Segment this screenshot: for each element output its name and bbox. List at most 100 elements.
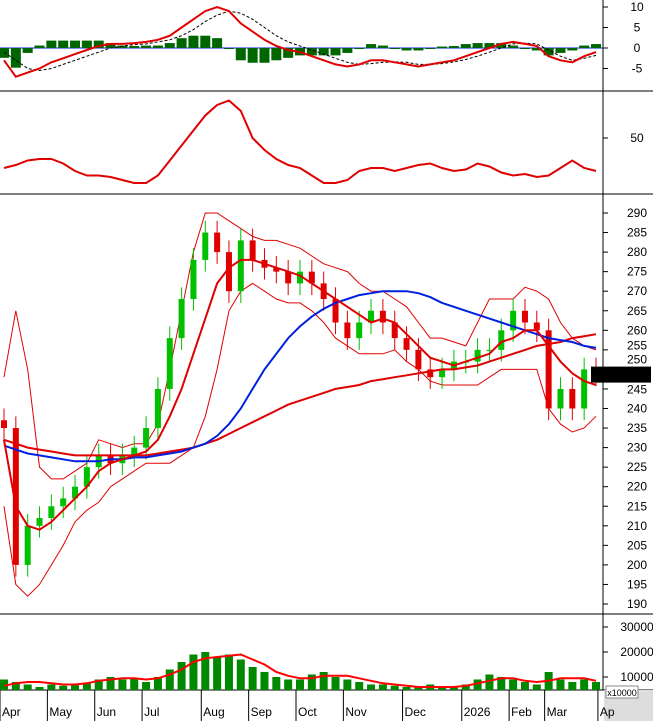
month-label: Apr [2,705,21,719]
rsi-panel: 50 [3,99,644,184]
volume-bar [509,679,518,690]
candle-body [521,310,528,323]
candle-body [273,267,280,272]
month-label: 2026 [464,705,491,719]
volume-bar [296,679,304,690]
volume-ma-line [3,653,597,688]
candle-body [368,310,375,323]
candle-body [332,299,339,323]
candle-body [24,525,31,565]
volume-bar [224,654,233,690]
macd-histogram-bar [413,48,424,51]
macd-histogram-bar [81,40,92,48]
volume-bar [177,662,186,690]
volume-bar [497,677,506,690]
volume-bar [402,687,411,690]
volume-bar [71,684,80,690]
candle-body [1,420,7,429]
candle-body [379,310,386,323]
month-label: Feb [511,705,532,719]
volume-bar [580,679,589,690]
price-axis-tick-label: 260 [627,323,647,337]
macd-histogram-bar [188,35,199,48]
candle-body [427,369,434,378]
candle-body [166,338,173,389]
macd-histogram-bar [10,48,21,68]
price-axis-tick-label: 280 [627,245,647,259]
macd-panel: 10 5 0 -5 [0,0,644,78]
candle-body [237,240,244,292]
bollinger-upper-line [3,212,597,480]
last-price-tag: 248.680 [591,366,651,383]
volume-bar [201,652,210,690]
volume-bar [556,679,565,690]
month-label: Jun [97,705,116,719]
candle-body [83,467,90,487]
macd-histogram-bar [472,43,483,48]
macd-histogram-bar [141,45,152,48]
candle-body [581,369,588,409]
volume-bar [390,685,399,690]
volume-axis-tick-label: 30000 [620,620,653,634]
price-axis-tick-label: 270 [627,284,647,298]
candle-body [249,240,256,260]
macd-histogram-bar [212,38,223,48]
price-axis-tick-label: 210 [627,519,647,533]
volume-unit-label: x10000 [607,688,637,698]
macd-histogram-bar [567,48,578,51]
macd-histogram-bar [271,48,282,61]
macd-histogram-bar [22,48,33,53]
candle-body [391,322,398,339]
macd-axis-tick-label: 5 [634,21,641,35]
volume-bar [153,677,162,690]
macd-histogram-bar [484,43,495,48]
last-price-label: 248.680 [599,368,643,382]
volume-bar [319,672,328,690]
month-label: Oct [298,705,317,719]
volume-bar [367,684,376,690]
candle-body [60,498,67,507]
macd-histogram-bar [176,38,187,48]
rsi-line [3,99,597,184]
macd-histogram-bar [306,48,317,56]
x-axis: Apr May Jun Jul Aug Sep Oct Nov Dec 2026 Feb Mar Ap [0,690,615,721]
price-axis-tick-label: 255 [627,339,647,353]
candle-body [285,271,292,284]
month-label: Mar [547,705,568,719]
macd-histogram-bar [117,45,128,48]
month-label: Aug [203,705,224,719]
volume-bar [213,657,222,690]
last-price-tag-bg [591,366,651,383]
candle-body [131,447,138,456]
candle-body [486,349,493,351]
macd-histogram-bar [283,48,294,58]
macd-histogram-bar [401,48,412,51]
volume-bar [106,677,115,690]
macd-axis-tick-label: 0 [634,41,641,55]
volume-bar [378,684,387,690]
macd-histogram-bar [152,45,163,48]
price-axis-tick-label: 275 [627,265,647,279]
macd-histogram-bar [129,46,140,48]
macd-histogram-bar [555,48,566,53]
candle-body [474,349,481,362]
macd-histogram-bar [34,45,45,48]
macd-histogram-bar [354,48,365,49]
macd-histogram-bar [448,46,459,48]
volume-bar [260,672,269,690]
volume-bar [0,679,8,690]
macd-histogram-bar [235,48,246,61]
macd-histogram-bar [531,48,542,51]
volume-bar [94,679,103,690]
candle-body [557,388,564,409]
candle-body [225,252,232,292]
macd-histogram-bar [460,44,471,48]
macd-histogram-bar [330,48,341,56]
volume-bar [307,674,316,690]
macd-histogram-bar [425,48,436,49]
candle-body [533,322,540,331]
month-label: Sep [251,705,273,719]
candle-body [415,349,422,370]
month-label: Dec [405,705,426,719]
volume-bar [461,684,470,690]
